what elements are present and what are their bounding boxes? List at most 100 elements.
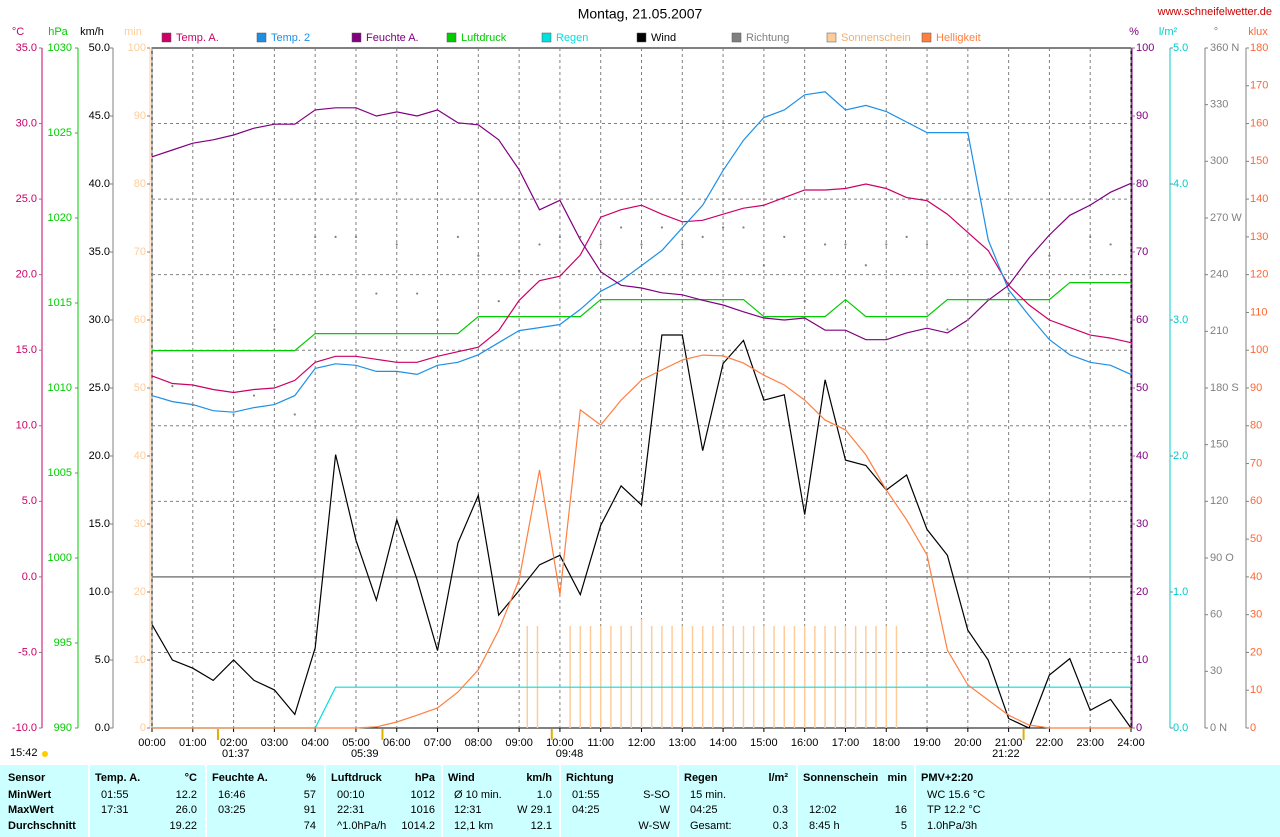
table-unit: l/m² xyxy=(768,772,788,784)
x-tick-label: 16:00 xyxy=(791,737,819,749)
direction-dot xyxy=(191,403,194,407)
axis-unit: hPa xyxy=(48,26,68,38)
y-tick-label: 990 xyxy=(54,722,72,734)
legend-label: Richtung xyxy=(746,32,789,44)
y-tick-label: 60 xyxy=(1210,609,1222,621)
x-tick-label: 09:00 xyxy=(505,737,533,749)
x-tick-label: 13:00 xyxy=(669,737,697,749)
table-header: Feuchte A. xyxy=(212,772,268,784)
table-cell: 8:45 h xyxy=(809,820,840,832)
legend-label: Feuchte A. xyxy=(366,32,419,44)
x-tick-label: 19:00 xyxy=(913,737,941,749)
series-line xyxy=(151,334,1132,729)
sun-icon xyxy=(42,751,48,757)
y-tick-label: 5.0 xyxy=(22,495,37,507)
direction-dot xyxy=(538,243,541,246)
legend-swatch xyxy=(826,32,837,43)
y-tick-label: 45.0 xyxy=(89,110,110,122)
legend-label: Temp. A. xyxy=(176,32,219,44)
y-tick-label: 170 xyxy=(1250,80,1268,92)
legend-label: Sonnenschein xyxy=(841,32,911,44)
y-tick-label: 110 xyxy=(1250,306,1268,318)
y-tick-label: 60 xyxy=(1136,314,1148,326)
x-tick-label: 21:00 xyxy=(995,737,1023,749)
source: www.schneifelwetter.de xyxy=(1157,6,1272,18)
x-tick-label: 24:00 xyxy=(1117,737,1145,749)
x-tick-label: 07:00 xyxy=(424,737,452,749)
direction-dot xyxy=(416,292,419,295)
y-tick-label: 10.0 xyxy=(16,420,37,432)
y-tick-label: 30 xyxy=(134,518,146,530)
direction-dot xyxy=(599,243,602,246)
y-tick-label: 100 xyxy=(1250,344,1268,356)
y-tick-label: 80 xyxy=(134,178,146,190)
x-tick-label: 17:00 xyxy=(832,737,860,749)
legend-swatch xyxy=(731,32,742,43)
y-tick-label: 20 xyxy=(1136,586,1148,598)
direction-dot xyxy=(293,413,296,416)
x-tick-label: 20:00 xyxy=(954,737,982,749)
axis-unit: l/m² xyxy=(1159,26,1178,38)
y-tick-label: 0 xyxy=(1250,722,1256,734)
legend-swatch xyxy=(446,32,457,43)
y-tick-label: 4.0 xyxy=(1173,178,1188,190)
axis-unit: ° xyxy=(1214,26,1218,38)
direction-dot xyxy=(252,394,256,397)
direction-dot xyxy=(1089,235,1092,238)
axis-unit: km/h xyxy=(80,26,104,38)
table-cell: 12.2 xyxy=(176,789,197,801)
table-cell: 0.3 xyxy=(773,820,788,832)
legend-label: Luftdruck xyxy=(461,32,507,44)
y-tick-label: 1015 xyxy=(48,297,72,309)
axis-unit: % xyxy=(1129,26,1139,38)
table-cell: Gesamt: xyxy=(690,820,732,832)
legend-label: Regen xyxy=(556,32,588,44)
direction-dot xyxy=(497,300,500,303)
table-cell: W 29.1 xyxy=(517,804,552,816)
y-tick-label: 30 xyxy=(1136,518,1148,530)
direction-dot xyxy=(783,235,786,238)
y-tick-label: 90 xyxy=(1136,110,1148,122)
direction-dot xyxy=(436,318,439,322)
direction-dot xyxy=(1048,254,1051,257)
direction-dot xyxy=(518,269,521,272)
y-tick-label: 70 xyxy=(1136,246,1148,258)
table-header: Sonnenschein xyxy=(803,772,878,784)
legend-swatch xyxy=(161,32,172,43)
chart-title: Montag, 21.05.2007 xyxy=(578,6,703,22)
y-tick-label: 10.0 xyxy=(89,586,110,598)
y-tick-label: 5.0 xyxy=(1173,42,1188,54)
x-tick-label: 12:00 xyxy=(628,737,656,749)
direction-dot xyxy=(966,318,969,322)
time-marker-label: 05:39 xyxy=(351,748,379,760)
direction-dot xyxy=(721,226,725,229)
y-tick-label: 35.0 xyxy=(89,246,110,258)
table-cell: 15 min. xyxy=(690,789,726,801)
table-header: Wind xyxy=(448,772,475,784)
table-header: Regen xyxy=(684,772,718,784)
table-cell: 74 xyxy=(304,820,316,832)
direction-dot xyxy=(701,235,704,238)
table-cell: Ø 10 min. xyxy=(454,789,502,801)
table-cell: TP 12.2 °C xyxy=(927,804,981,816)
y-tick-label: 40.0 xyxy=(89,178,110,190)
table-cell: 17:31 xyxy=(101,804,129,816)
y-tick-label: 120 xyxy=(1250,269,1268,281)
y-tick-label: 210 xyxy=(1210,325,1228,337)
table-cell: 1012 xyxy=(411,789,435,801)
row-label: MaxWert xyxy=(8,804,54,816)
x-tick-label: 14:00 xyxy=(709,737,737,749)
table-cell: 1.0hPa/3h xyxy=(927,820,977,832)
x-tick-label: 22:00 xyxy=(1036,737,1064,749)
direction-dot xyxy=(395,243,398,246)
table-cell: 03:25 xyxy=(218,804,246,816)
stats-panel xyxy=(0,765,1280,837)
y-tick-label: 70 xyxy=(1250,457,1262,469)
table-cell: 16 xyxy=(895,804,907,816)
table-cell: W xyxy=(660,804,671,816)
table-cell: 04:25 xyxy=(690,804,718,816)
y-tick-label: 20 xyxy=(134,586,146,598)
y-tick-label: 50.0 xyxy=(89,42,110,54)
table-unit: km/h xyxy=(526,772,552,784)
direction-dot xyxy=(314,235,317,238)
